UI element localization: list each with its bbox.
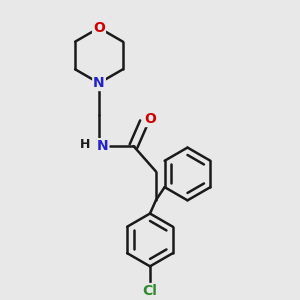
Text: Cl: Cl	[142, 284, 158, 298]
Text: N: N	[93, 76, 105, 90]
Text: O: O	[145, 112, 157, 126]
Text: O: O	[93, 21, 105, 35]
Text: N: N	[97, 139, 108, 153]
Text: H: H	[80, 138, 91, 151]
